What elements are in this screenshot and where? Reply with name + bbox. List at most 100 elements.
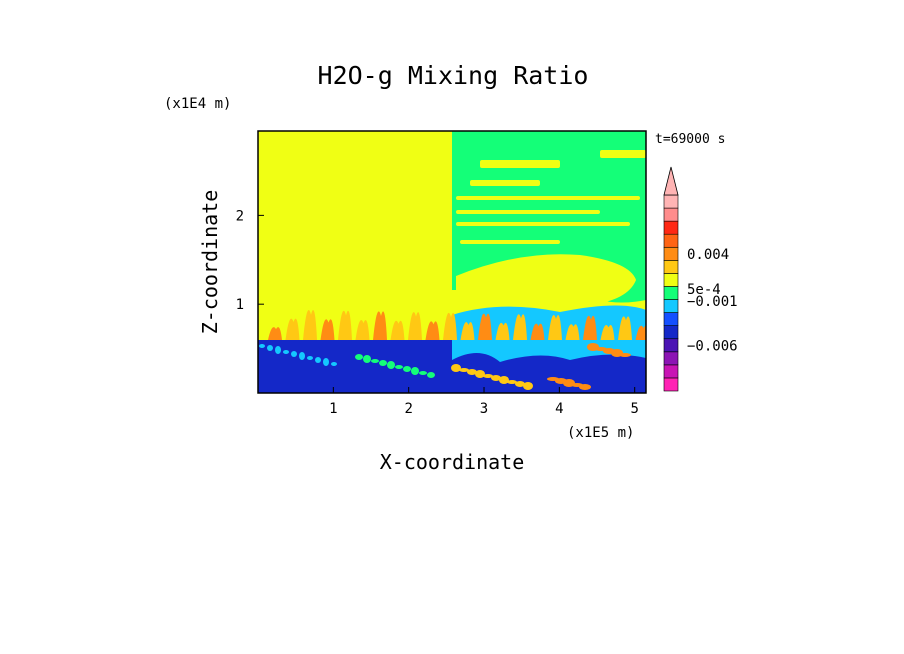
field-plume [513,314,527,340]
field-speckle [507,380,517,384]
field-map [258,131,646,393]
colorbar-label: −0.001 [687,294,738,310]
x-tick-label: 3 [480,401,488,417]
field-speckle [451,364,461,372]
colorbar-level [663,260,679,274]
colorbar-level [663,351,679,366]
field-plume [390,320,405,340]
field-speckle [523,382,533,390]
field-plume [583,315,597,340]
field-speckle [355,354,363,360]
field-band [470,180,540,186]
colorbar-level [663,299,679,313]
field-region-mid [456,254,636,310]
x-unit-label: (x1E5 m) [567,425,634,441]
field-speckle [299,352,305,360]
plot-frame [257,130,647,394]
field-speckle [275,346,281,354]
field-speckle [259,344,265,348]
field-speckle [395,365,403,369]
field-band [456,196,640,200]
field-speckle [363,355,371,363]
field-speckle [427,372,435,378]
field-plume [530,323,545,340]
field-plume [303,310,317,340]
field-band [456,210,600,214]
x-ticks: 1 2 3 4 5 [329,387,639,417]
field-plume [600,325,615,340]
field-boundary-layer-east [452,352,646,393]
colorbar-extend-arrow [663,166,679,196]
x-tick-label: 4 [555,401,563,417]
field-speckle [467,369,477,375]
x-tick-label: 5 [630,401,638,417]
x-axis-label: X-coordinate [380,450,525,474]
colorbar-label: 5e-4 [687,282,721,298]
field-plume [565,324,580,340]
field-speckle [315,357,321,363]
chart-title: H2O-g Mixing Ratio [318,61,589,90]
field-speckle [291,351,297,357]
field-speckle [419,371,427,375]
field-speckle [483,374,493,378]
field-speckle [323,358,329,366]
y-unit-label: (x1E4 m) [164,96,231,112]
field-speckle [307,356,313,360]
field-plume [268,327,282,340]
field-band [460,240,560,244]
colorbar-level [663,338,679,353]
colorbar-level [663,364,679,379]
field-speckle [579,384,591,390]
field-boundary-layer [258,340,452,393]
colorbar-level [663,233,679,248]
field-plume [408,312,422,340]
field-plume [478,313,492,340]
y-tick-label: 1 [236,297,244,313]
field-speckle [331,362,337,366]
field-speckle [619,353,631,357]
field-band [600,150,646,158]
field-speckle [387,361,395,369]
colorbar-level [663,312,679,326]
field-plume [548,315,562,340]
field-speckle [499,376,509,384]
field-plume [495,322,510,340]
field-plume [285,318,300,340]
field-plume [355,320,370,340]
colorbar-level [663,207,679,222]
colorbar-level [663,377,679,392]
field-speckle [515,381,525,387]
colorbar-level [663,194,679,209]
field-speckle [475,370,485,378]
field-speckle [403,366,411,372]
field-plume [460,322,475,340]
field-plume [425,321,440,340]
colorbar-label: 0.004 [687,247,729,263]
field-speckle [459,368,469,372]
y-ticks: 12 [236,208,264,313]
field-speckle [491,375,501,381]
colorbar-label: −0.006 [687,338,738,354]
colorbar-level [663,246,679,261]
field-plume [635,325,646,340]
field-band [456,222,630,226]
colorbar-level [663,273,679,287]
field-plume [618,316,632,340]
y-tick-label: 2 [236,208,244,224]
colorbar-level [663,286,679,300]
field-speckle [283,350,289,354]
colorbar-level [663,325,679,340]
field-speckle [371,359,379,363]
x-tick-label: 2 [404,401,412,417]
field-plume [320,319,335,340]
x-tick-label: 1 [329,401,337,417]
colorbar: 0.004 5e-4−0.001 −0.006 [663,166,738,392]
field-band [480,160,560,168]
field-speckle [267,345,273,351]
field-speckle [379,360,387,366]
field-plume [373,311,387,340]
time-label: t=69000 s [655,132,725,147]
colorbar-level [663,220,679,235]
